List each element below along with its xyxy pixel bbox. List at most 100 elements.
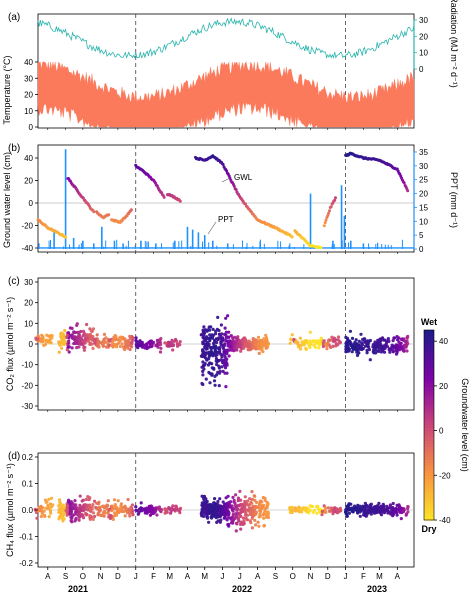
co2-flux-point xyxy=(57,350,61,354)
co2-flux-point xyxy=(228,344,232,348)
ch4-flux-point xyxy=(131,513,135,517)
a-ylabel-right: Radiation (MJ m⁻² d⁻¹) xyxy=(449,0,459,88)
ch4-flux-point xyxy=(382,510,387,515)
co2-flux-point xyxy=(225,371,229,375)
co2-flux-point xyxy=(231,342,235,346)
ch4-flux-point xyxy=(212,501,216,505)
colorbar-dry-label: Dry xyxy=(421,524,436,534)
co2-flux-point xyxy=(107,343,112,347)
co2-flux-point xyxy=(211,333,215,337)
co2-flux-point xyxy=(221,345,225,350)
c-ytick-label-4: 10 xyxy=(24,319,33,328)
x-tick-label-0: A xyxy=(45,572,51,581)
co2-flux-point xyxy=(209,325,213,329)
ch4-flux-point xyxy=(323,508,327,513)
ch4-flux-point xyxy=(174,505,178,509)
co2-flux-point xyxy=(104,340,108,344)
co2-flux-point xyxy=(205,357,209,361)
ch4-flux-point xyxy=(223,507,227,512)
co2-flux-point xyxy=(200,365,204,369)
co2-flux-point xyxy=(104,345,108,349)
ch4-flux-point xyxy=(50,505,54,509)
ch4-flux-point xyxy=(350,508,354,512)
co2-flux-point xyxy=(357,339,361,343)
co2-flux-point xyxy=(224,363,228,367)
co2-flux-point xyxy=(147,340,151,344)
ch4-flux-point xyxy=(257,524,261,528)
c-ytick-label-0: -30 xyxy=(21,402,33,411)
ch4-flux-point xyxy=(57,517,61,521)
ch4-flux-point xyxy=(248,497,252,501)
ch4-flux-point xyxy=(40,511,44,515)
c-ytick-label-6: 30 xyxy=(24,278,33,287)
ch4-flux-point xyxy=(365,509,369,513)
co2-flux-point xyxy=(224,385,228,389)
ch4-flux-point xyxy=(215,520,219,525)
ch4-flux-point xyxy=(151,510,156,515)
co2-flux-point xyxy=(36,339,40,343)
ch4-flux-point xyxy=(386,511,390,515)
colorbar-step xyxy=(424,355,434,360)
co2-flux-point xyxy=(388,350,392,354)
co2-flux-point xyxy=(101,339,105,343)
co2-flux-point xyxy=(124,342,128,346)
ch4-flux-point xyxy=(320,509,324,514)
ch4-flux-point xyxy=(201,503,205,507)
co2-flux-point xyxy=(201,354,205,358)
ch4-flux-point xyxy=(126,497,130,502)
ch4-flux-point xyxy=(243,513,248,517)
ch4-flux-point xyxy=(106,504,110,508)
ch4-flux-point xyxy=(208,506,213,510)
ch4-flux-point xyxy=(91,503,95,507)
ch4-flux-point xyxy=(347,511,351,515)
colorbar-step xyxy=(424,361,434,366)
ch4-flux-point xyxy=(401,509,405,513)
d-ytick-label-4: 0.2 xyxy=(22,453,34,462)
ch4-flux-point xyxy=(241,522,245,527)
ch4-flux-point xyxy=(288,508,293,512)
temperature-series xyxy=(37,61,415,128)
co2-flux-point xyxy=(223,326,227,330)
co2-flux-point xyxy=(170,338,174,342)
ch4-flux-point xyxy=(245,499,250,503)
ch4-flux-point xyxy=(239,527,243,531)
co2-flux-point xyxy=(348,329,352,333)
co2-flux-point xyxy=(227,348,231,352)
ch4-flux-point xyxy=(234,529,238,533)
co2-flux-point xyxy=(208,328,212,332)
gwl-point xyxy=(107,213,111,217)
ch4-flux-point xyxy=(335,511,340,515)
ch4-flux-point xyxy=(57,498,62,502)
b-ylabel-right: PPT (mm d⁻¹) xyxy=(449,172,459,228)
colorbar-step xyxy=(424,510,434,515)
co2-flux-point xyxy=(213,374,217,378)
ch4-flux-point xyxy=(92,499,97,503)
co2-flux-point xyxy=(379,339,383,343)
co2-flux-point xyxy=(74,340,78,344)
co2-flux-point xyxy=(261,350,265,354)
co2-flux-point xyxy=(326,341,330,345)
co2-flux-point xyxy=(337,339,341,343)
ch4-flux-point xyxy=(87,503,92,507)
x-tick-label-2: O xyxy=(80,572,86,581)
ch4-flux-point xyxy=(263,508,267,512)
co2-flux-point xyxy=(113,333,117,338)
co2-flux-point xyxy=(85,336,89,340)
co2-flux-point xyxy=(50,336,54,340)
ch4-flux-point xyxy=(393,507,397,511)
ch4-flux-point xyxy=(369,512,373,516)
co2-flux-point xyxy=(40,333,44,337)
co2-flux-point xyxy=(258,344,262,348)
ch4-flux-point xyxy=(102,514,106,518)
colorbar-step xyxy=(424,364,434,369)
ch4-flux-point xyxy=(394,511,399,515)
ch4-flux-point xyxy=(164,510,168,514)
co2-flux-point xyxy=(202,325,206,329)
co2-flux-point xyxy=(247,339,251,343)
co2-flux-point xyxy=(241,341,245,345)
co2-flux-point xyxy=(221,369,225,373)
co2-flux-point xyxy=(402,337,406,341)
co2-flux-point xyxy=(256,335,261,339)
co2-flux-point xyxy=(201,360,205,364)
ch4-flux-point xyxy=(356,509,360,513)
